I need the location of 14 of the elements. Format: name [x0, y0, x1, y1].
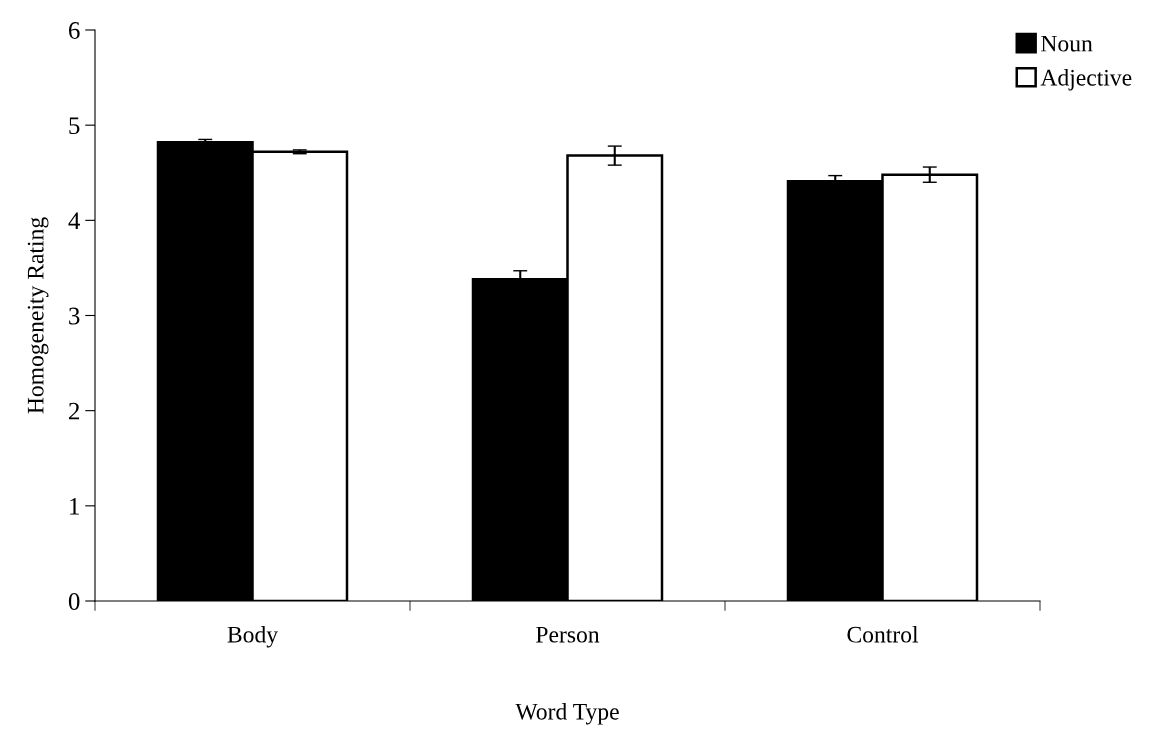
y-tick-label: 1 — [70, 498, 79, 515]
legend-label: Adjective — [1040, 69, 1132, 91]
x-tick-label: Control — [847, 626, 919, 643]
x-axis-title: Word Type — [515, 703, 619, 725]
y-tick-label: 6 — [68, 22, 80, 39]
y-tick-label: 2 — [69, 402, 80, 420]
legend-label: Noun — [1041, 35, 1093, 52]
x-tick-label: Person — [536, 626, 600, 643]
y-tick-label: 3 — [69, 307, 80, 325]
y-tick-label: 4 — [68, 212, 81, 230]
x-tick-label: Body — [227, 626, 278, 648]
y-axis-title: Homogeneity Rating — [27, 217, 49, 414]
y-tick-label: 0 — [68, 593, 80, 610]
y-tick-label: 5 — [69, 117, 80, 135]
